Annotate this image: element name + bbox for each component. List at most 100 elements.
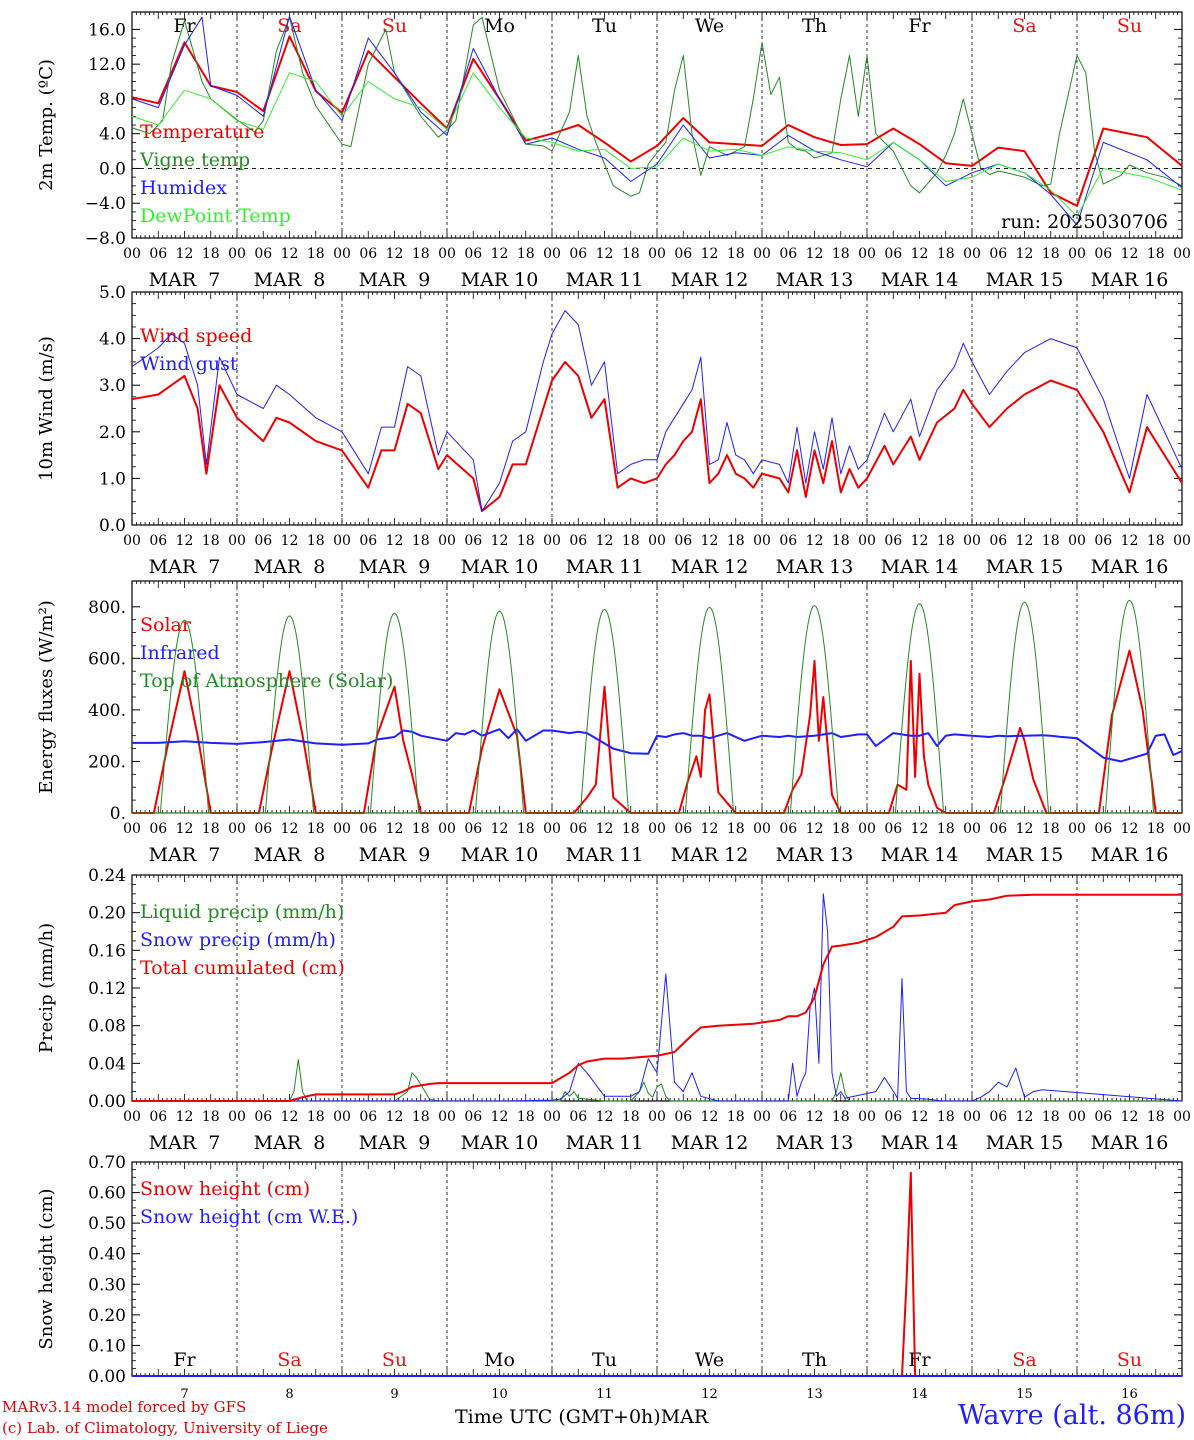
day-name-label: Th <box>802 15 827 37</box>
series-line-infrared <box>132 728 1183 763</box>
hour-tick-label: 00 <box>228 246 246 262</box>
hour-tick-label: 00 <box>858 246 876 262</box>
y-tick-label: 8.0 <box>99 90 126 110</box>
credit-line-1: MARv3.14 model forced by GFS <box>2 1398 247 1416</box>
hour-tick-label: 00 <box>228 821 246 837</box>
y-tick-label: 2.0 <box>99 423 126 443</box>
hour-tick-label: 18 <box>937 1109 955 1125</box>
hour-tick-label: 06 <box>254 821 272 837</box>
hour-tick-label: 00 <box>963 246 981 262</box>
hour-tick-label: 12 <box>1121 533 1139 549</box>
hour-tick-label: 00 <box>1068 821 1086 837</box>
hour-tick-label: 18 <box>517 533 535 549</box>
hour-tick-label: 18 <box>412 821 430 837</box>
y-tick-label: 800. <box>88 598 126 618</box>
hour-tick-label: 00 <box>753 246 771 262</box>
day-name-label: Sa <box>1012 1349 1036 1371</box>
date-label: MAR 15 <box>986 1132 1064 1154</box>
legend-entry: Snow height (cm) <box>140 1178 310 1200</box>
day-name-label: Sa <box>277 15 301 37</box>
hour-tick-label: 06 <box>884 821 902 837</box>
hour-tick-label: 06 <box>464 821 482 837</box>
hour-tick-label: 00 <box>438 821 456 837</box>
hour-tick-label: 18 <box>307 821 325 837</box>
hour-tick-label: 00 <box>1068 246 1086 262</box>
hour-tick-label: 06 <box>674 533 692 549</box>
hour-tick-label: 12 <box>281 533 299 549</box>
hour-tick-label: 06 <box>359 821 377 837</box>
hour-tick-label: 00 <box>438 533 456 549</box>
station-name: Wavre (alt. 86m) <box>958 1400 1186 1431</box>
hour-tick-label: 06 <box>359 1109 377 1125</box>
hour-tick-label: 18 <box>1042 821 1060 837</box>
date-label: MAR 13 <box>776 844 854 866</box>
hour-tick-label: 00 <box>753 533 771 549</box>
date-label: MAR 11 <box>566 556 644 578</box>
day-name-label: Fr <box>173 15 196 37</box>
date-label: MAR 13 <box>776 1132 854 1154</box>
hour-tick-label: 12 <box>911 533 929 549</box>
y-tick-label: 0.20 <box>88 904 126 924</box>
hour-tick-label: 06 <box>674 821 692 837</box>
y-tick-label: 4.0 <box>99 330 126 350</box>
day-name-label: Fr <box>908 15 931 37</box>
hour-tick-label: 18 <box>1147 533 1165 549</box>
y-tick-label: −8.0 <box>85 229 126 249</box>
date-label: MAR 8 <box>254 844 326 866</box>
y-tick-label: 0. <box>110 804 126 824</box>
hour-tick-label: 06 <box>674 246 692 262</box>
hour-tick-label: 06 <box>254 246 272 262</box>
hour-tick-label: 12 <box>701 246 719 262</box>
date-label: MAR 10 <box>461 556 539 578</box>
hour-tick-label: 12 <box>596 246 614 262</box>
legend-entry: Snow precip (mm/h) <box>140 929 336 951</box>
series-line-wind-gust <box>131 310 1183 512</box>
y-tick-label: 200. <box>88 752 126 772</box>
day-name-label: Tu <box>592 15 617 37</box>
hour-tick-label: 06 <box>989 533 1007 549</box>
legend-entry: Wind speed <box>140 325 252 347</box>
y-tick-label: 600. <box>88 649 126 669</box>
hour-tick-label: 12 <box>491 1109 509 1125</box>
date-label: MAR 12 <box>671 269 749 291</box>
hour-tick-label: 18 <box>202 1109 220 1125</box>
hour-tick-label: 18 <box>832 821 850 837</box>
hour-tick-label: 12 <box>176 533 194 549</box>
date-label: MAR 11 <box>566 1132 644 1154</box>
hour-tick-label: 00 <box>1068 533 1086 549</box>
hour-tick-label: 12 <box>1121 1109 1139 1125</box>
hour-tick-label: 06 <box>884 246 902 262</box>
y-axis-title: Snow height (cm) <box>36 1188 57 1349</box>
y-tick-label: 0.12 <box>88 979 126 999</box>
hour-tick-label: 12 <box>1121 246 1139 262</box>
hour-tick-label: 00 <box>963 1109 981 1125</box>
hour-tick-label: 12 <box>701 821 719 837</box>
hour-tick-label: 06 <box>1094 246 1112 262</box>
hour-tick-label: 12 <box>911 821 929 837</box>
hour-tick-label: 12 <box>911 246 929 262</box>
series-line-wind-speed <box>131 360 1183 512</box>
hour-tick-label: 12 <box>1016 1109 1034 1125</box>
legend-entry: Snow height (cm W.E.) <box>140 1206 358 1228</box>
hour-tick-label: 12 <box>806 821 824 837</box>
hour-tick-label: 18 <box>727 533 745 549</box>
hour-tick-label: 18 <box>307 1109 325 1125</box>
date-label: MAR 15 <box>986 844 1064 866</box>
y-tick-label: 0.60 <box>88 1184 126 1204</box>
y-tick-label: 0.70 <box>88 1153 126 1173</box>
hour-tick-label: 00 <box>543 533 561 549</box>
hour-tick-label: 18 <box>1147 1109 1165 1125</box>
hour-tick-label: 12 <box>491 533 509 549</box>
hour-tick-label: 18 <box>1042 1109 1060 1125</box>
hour-tick-label: 06 <box>254 1109 272 1125</box>
day-number-label: 10 <box>491 1387 508 1402</box>
hour-tick-label: 00 <box>648 1109 666 1125</box>
hour-tick-label: 18 <box>517 246 535 262</box>
hour-tick-label: 18 <box>517 821 535 837</box>
date-label: MAR 10 <box>461 1132 539 1154</box>
day-name-label: Sa <box>277 1349 301 1371</box>
date-label: MAR 9 <box>359 556 431 578</box>
hour-tick-label: 06 <box>464 246 482 262</box>
panel-1: −8.0 −4.0 0.0 4.0 8.0 12.0 16.0 2m Temp. (ºC) 00… <box>36 11 1191 291</box>
